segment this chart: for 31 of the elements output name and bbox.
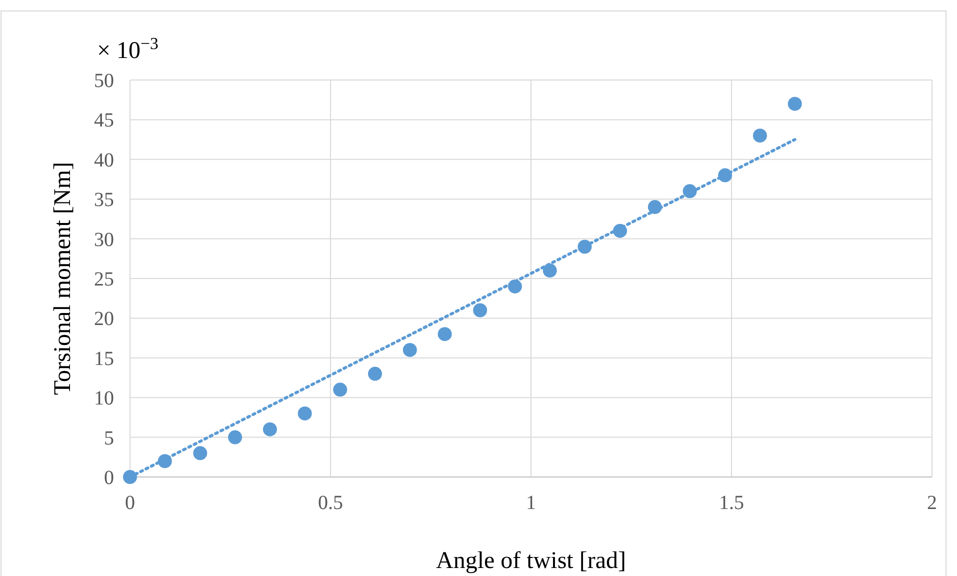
x-tick-label: 1.5 (719, 492, 744, 514)
point (473, 303, 488, 318)
x-tick-label: 0 (125, 492, 135, 514)
x-tick-label: 2 (927, 492, 937, 514)
y-tick-label: 15 (94, 348, 114, 370)
y-tick-label: 35 (94, 189, 114, 212)
x-axis-title: Angle of twist [rad] (436, 548, 626, 574)
y-tick-label: 20 (94, 308, 114, 330)
point (402, 342, 417, 357)
y-tick-label: 30 (94, 228, 114, 251)
point (368, 366, 382, 381)
point (542, 264, 557, 278)
y-tick-label: 0 (104, 467, 114, 489)
point (228, 430, 242, 444)
point (752, 128, 767, 143)
y-tick-label: 50 (94, 70, 114, 92)
y-axis-title: Torsional moment [Nm] (50, 162, 76, 395)
point (333, 382, 348, 397)
y-tick-label: 10 (94, 388, 114, 410)
y-tick-label: 45 (94, 110, 114, 132)
y-tick-label: 5 (104, 427, 114, 450)
point (298, 406, 312, 420)
text: × 10$^{−3}$ (97, 34, 158, 64)
point (438, 327, 452, 342)
point (788, 96, 802, 111)
y-tick-label: 25 (94, 268, 114, 290)
y-tick-label: 40 (94, 149, 114, 172)
point (193, 446, 208, 460)
point (262, 422, 277, 436)
x-tick-label: 0.5 (318, 492, 343, 514)
x-tick-label: 1 (526, 492, 536, 514)
